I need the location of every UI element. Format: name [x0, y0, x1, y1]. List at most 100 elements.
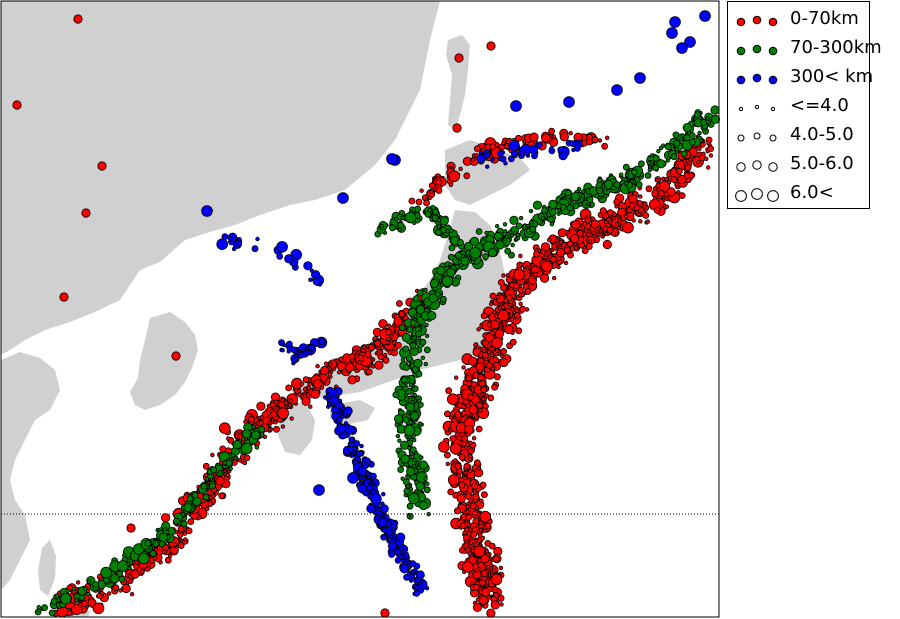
- earthquake-marker: [290, 417, 294, 421]
- earthquake-marker: [564, 97, 575, 108]
- earthquake-marker: [667, 28, 678, 39]
- earthquake-marker: [592, 137, 598, 143]
- earthquake-marker: [13, 101, 21, 109]
- earthquake-marker: [556, 238, 560, 242]
- earthquake-marker: [410, 320, 416, 326]
- earthquake-marker: [705, 157, 709, 161]
- earthquake-marker: [381, 534, 387, 540]
- earthquake-marker: [511, 150, 517, 156]
- legend-label-shallow: 0-70km: [790, 8, 859, 29]
- legend-symbol-mag-small: [732, 96, 782, 118]
- earthquake-marker: [238, 459, 242, 463]
- earthquake-marker: [468, 469, 472, 473]
- earthquake-marker: [291, 347, 297, 353]
- earthquake-marker: [257, 402, 265, 410]
- earthquake-marker: [479, 521, 483, 525]
- earthquake-marker: [420, 189, 424, 193]
- earthquake-marker: [466, 505, 470, 509]
- earthquake-marker: [101, 567, 112, 578]
- earthquake-marker: [612, 216, 616, 220]
- earthquake-marker: [286, 385, 292, 391]
- earthquake-marker: [406, 403, 414, 411]
- earthquake-marker: [640, 173, 644, 177]
- earthquake-marker: [533, 201, 541, 209]
- earthquake-marker: [398, 439, 402, 443]
- earthquake-marker: [603, 240, 611, 248]
- earthquake-marker: [429, 183, 435, 189]
- earthquake-marker: [367, 504, 375, 512]
- earthquake-marker: [414, 569, 418, 573]
- earthquake-marker: [690, 139, 696, 145]
- earthquake-marker: [516, 328, 522, 334]
- earthquake-marker: [337, 362, 345, 370]
- earthquake-marker: [111, 575, 119, 583]
- earthquake-marker: [414, 590, 420, 596]
- earthquake-marker: [321, 366, 329, 374]
- earthquake-marker: [244, 455, 250, 461]
- earthquake-marker: [424, 477, 428, 481]
- earthquake-marker: [510, 216, 518, 224]
- earthquake-marker: [386, 340, 390, 344]
- earthquake-marker: [670, 17, 681, 28]
- earthquake-marker: [218, 470, 222, 474]
- earthquake-marker: [425, 323, 429, 327]
- earthquake-marker: [407, 572, 411, 576]
- earthquake-marker: [643, 213, 649, 219]
- earthquake-marker: [488, 249, 496, 257]
- earthquake-marker: [542, 261, 553, 272]
- legend-symbol-mag-medium: [732, 154, 782, 176]
- earthquake-marker: [51, 598, 57, 604]
- earthquake-marker: [530, 221, 534, 225]
- earthquake-marker: [274, 421, 278, 425]
- earthquake-marker: [607, 227, 613, 233]
- earthquake-marker: [684, 135, 690, 141]
- earthquake-marker: [153, 541, 159, 547]
- earthquake-marker: [397, 533, 405, 541]
- earthquake-marker: [597, 188, 603, 194]
- earthquake-marker: [387, 324, 391, 328]
- earthquake-marker: [368, 480, 372, 484]
- earthquake-marker: [502, 141, 506, 145]
- earthquake-marker: [360, 444, 364, 448]
- earthquake-marker: [478, 539, 482, 543]
- earthquake-marker: [413, 336, 417, 340]
- earthquake-marker: [382, 492, 386, 496]
- earthquake-marker: [495, 330, 503, 338]
- earthquake-marker: [476, 426, 482, 432]
- earthquake-marker: [629, 195, 637, 203]
- earthquake-marker: [459, 167, 463, 171]
- earthquake-marker: [358, 484, 366, 492]
- earthquake-marker: [217, 239, 228, 250]
- earthquake-marker: [440, 217, 448, 225]
- earthquake-marker: [468, 457, 472, 461]
- earthquake-marker: [289, 399, 293, 403]
- earthquake-marker: [150, 551, 156, 557]
- legend-row-mag-3: 6.0<: [728, 179, 869, 207]
- earthquake-marker: [161, 514, 169, 522]
- earthquake-marker: [623, 222, 634, 233]
- earthquake-marker: [550, 147, 554, 151]
- earthquake-marker: [508, 156, 514, 162]
- earthquake-marker: [697, 160, 701, 164]
- earthquake-marker: [711, 115, 719, 123]
- earthquake-marker: [519, 302, 523, 306]
- earthquake-marker: [447, 394, 458, 405]
- earthquake-marker: [362, 476, 366, 480]
- earthquake-marker: [505, 235, 509, 239]
- earthquake-marker: [679, 138, 683, 142]
- earthquake-marker: [598, 139, 602, 143]
- earthquake-marker: [540, 274, 548, 282]
- earthquake-marker: [220, 446, 226, 452]
- earthquake-marker: [464, 463, 470, 469]
- earthquake-marker: [358, 467, 366, 475]
- earthquake-marker: [396, 342, 402, 348]
- earthquake-marker: [479, 596, 487, 604]
- earthquake-marker: [414, 314, 418, 318]
- earthquake-marker: [348, 376, 356, 384]
- earthquake-marker: [163, 527, 167, 531]
- earthquake-marker: [478, 369, 482, 373]
- earthquake-marker: [498, 310, 509, 321]
- earthquake-marker: [509, 140, 520, 151]
- earthquake-marker: [107, 592, 111, 596]
- earthquake-marker: [324, 362, 328, 366]
